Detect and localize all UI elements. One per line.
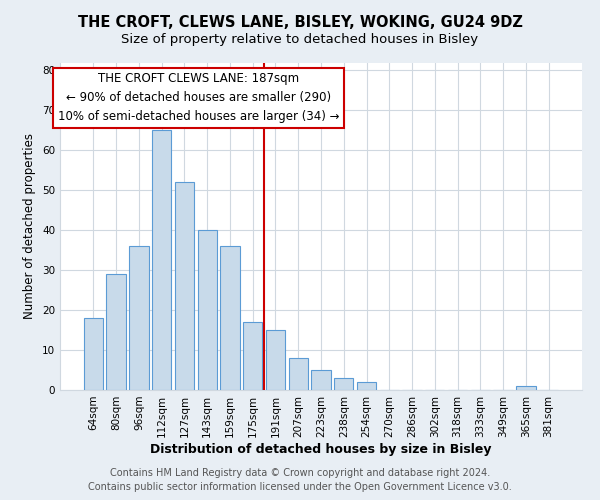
Bar bbox=[197, 230, 217, 390]
Bar bbox=[220, 246, 239, 390]
Bar bbox=[84, 318, 103, 390]
Bar bbox=[243, 322, 262, 390]
X-axis label: Distribution of detached houses by size in Bisley: Distribution of detached houses by size … bbox=[150, 442, 492, 456]
Bar bbox=[152, 130, 172, 390]
Text: Size of property relative to detached houses in Bisley: Size of property relative to detached ho… bbox=[121, 32, 479, 46]
Y-axis label: Number of detached properties: Number of detached properties bbox=[23, 133, 37, 320]
Text: THE CROFT CLEWS LANE: 187sqm
← 90% of detached houses are smaller (290)
10% of s: THE CROFT CLEWS LANE: 187sqm ← 90% of de… bbox=[58, 72, 339, 124]
Bar bbox=[357, 382, 376, 390]
Text: THE CROFT, CLEWS LANE, BISLEY, WOKING, GU24 9DZ: THE CROFT, CLEWS LANE, BISLEY, WOKING, G… bbox=[77, 15, 523, 30]
Bar bbox=[289, 358, 308, 390]
Bar bbox=[175, 182, 194, 390]
Bar bbox=[266, 330, 285, 390]
Bar bbox=[334, 378, 353, 390]
Text: Contains HM Land Registry data © Crown copyright and database right 2024.
Contai: Contains HM Land Registry data © Crown c… bbox=[88, 468, 512, 492]
Bar bbox=[106, 274, 126, 390]
Bar bbox=[516, 386, 536, 390]
Bar bbox=[311, 370, 331, 390]
Bar bbox=[129, 246, 149, 390]
